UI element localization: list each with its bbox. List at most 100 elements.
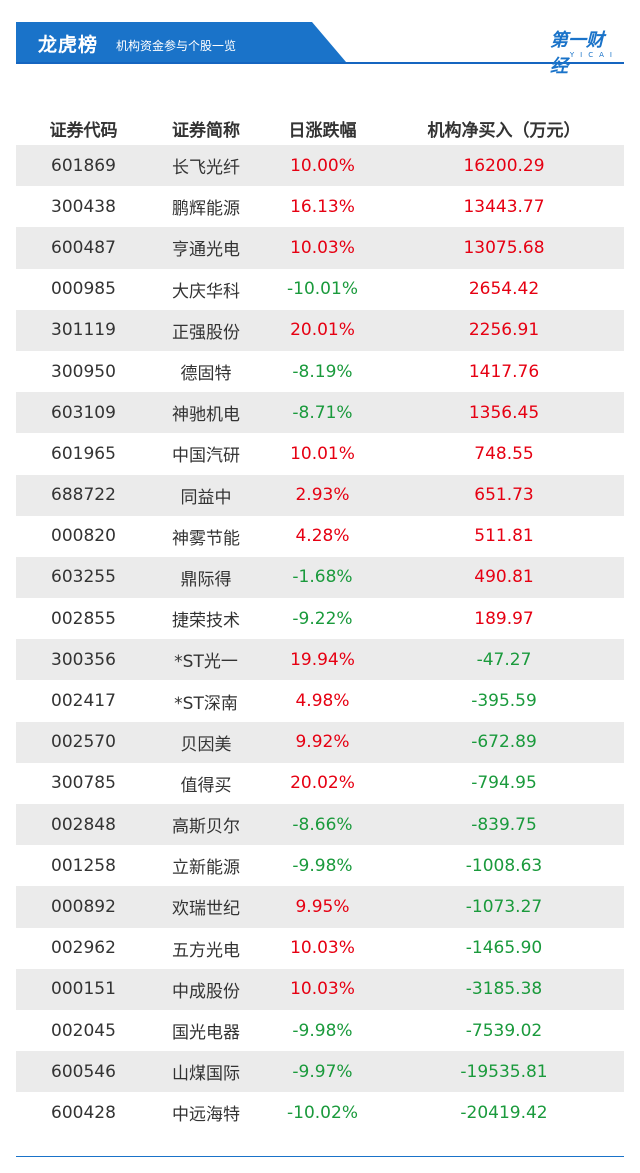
cell-change: 9.95% <box>295 896 350 917</box>
cell-change: -10.02% <box>287 1102 358 1123</box>
cell-change: 10.03% <box>290 979 355 1000</box>
cell-name: 捷荣技术 <box>172 611 240 632</box>
cell-code: 300950 <box>51 361 116 382</box>
cell-code: 601965 <box>51 443 116 464</box>
table-row: 601965 中国汽研 10.01% 748.55 <box>16 433 624 475</box>
cell-name: 中国汽研 <box>172 446 240 467</box>
cell-name: 神雾节能 <box>172 528 240 549</box>
cell-change: 4.98% <box>295 691 350 712</box>
table-body: 601869 长飞光纤 10.00% 16200.29 300438 鹏辉能源 16.13%… <box>16 145 624 1134</box>
cell-name: 贝因美 <box>180 734 232 755</box>
cell-change: -1.68% <box>292 567 353 588</box>
table-row: 002962 五方光电 10.03% -1465.90 <box>16 927 624 969</box>
cell-change: -9.22% <box>292 608 353 629</box>
cell-name: 鹏辉能源 <box>172 199 240 220</box>
table-row: 603109 神驰机电 -8.71% 1356.45 <box>16 392 624 434</box>
table-row: 002570 贝因美 9.92% -672.89 <box>16 721 624 763</box>
cell-name: 五方光电 <box>172 940 240 961</box>
cell-net-buy: 651.73 <box>474 485 534 506</box>
cell-code: 000820 <box>51 526 116 547</box>
cell-code: 603109 <box>51 402 116 423</box>
cell-net-buy: -20419.42 <box>460 1102 548 1123</box>
cell-code: 300438 <box>51 196 116 217</box>
cell-name: 长飞光纤 <box>172 158 240 179</box>
header-bar: 龙虎榜 机构资金参与个股一览 第一财经 YICAI <box>16 22 624 77</box>
table-row: 300356 *ST光一 19.94% -47.27 <box>16 639 624 681</box>
logo-subtext: YICAI <box>569 51 618 59</box>
cell-change: 2.93% <box>295 485 350 506</box>
cell-code: 002570 <box>51 732 116 753</box>
cell-code: 603255 <box>51 567 116 588</box>
cell-change: -8.19% <box>292 361 353 382</box>
stock-table: 证券代码 证券简称 日涨跌幅 机构净买入（万元） 601869 长飞光纤 10.00… <box>16 111 624 1134</box>
cell-change: 10.03% <box>290 237 355 258</box>
table-header-row: 证券代码 证券简称 日涨跌幅 机构净买入（万元） <box>16 111 624 145</box>
cell-name: 山煤国际 <box>172 1064 240 1085</box>
cell-code: 002962 <box>51 938 116 959</box>
cell-code: 000892 <box>51 896 116 917</box>
cell-net-buy: -794.95 <box>471 773 537 794</box>
page-subtitle: 机构资金参与个股一览 <box>116 39 237 53</box>
cell-code: 600428 <box>51 1102 116 1123</box>
logo-text: 第一财经 <box>550 30 604 77</box>
footer-divider <box>16 1156 624 1157</box>
cell-name: 中成股份 <box>172 981 240 1002</box>
cell-code: 000985 <box>51 279 116 300</box>
column-header-net-buy: 机构净买入（万元） <box>427 120 581 141</box>
cell-code: 300356 <box>51 649 116 670</box>
cell-change: 20.02% <box>290 773 355 794</box>
table-row: 002417 *ST深南 4.98% -395.59 <box>16 680 624 722</box>
cell-name: 神驰机电 <box>172 405 240 426</box>
cell-change: 10.03% <box>290 938 355 959</box>
cell-net-buy: 1417.76 <box>468 361 540 382</box>
cell-name: 高斯贝尔 <box>172 817 240 838</box>
cell-net-buy: -19535.81 <box>460 1061 548 1082</box>
cell-net-buy: -7539.02 <box>465 1020 543 1041</box>
cell-code: 002417 <box>51 691 116 712</box>
table-row: 600428 中远海特 -10.02% -20419.42 <box>16 1092 624 1134</box>
cell-net-buy: 511.81 <box>474 526 534 547</box>
cell-net-buy: 2654.42 <box>468 279 540 300</box>
cell-code: 300785 <box>51 773 116 794</box>
cell-net-buy: 490.81 <box>474 567 534 588</box>
table-row: 002045 国光电器 -9.98% -7539.02 <box>16 1009 624 1052</box>
cell-name: *ST深南 <box>174 693 238 714</box>
cell-net-buy: -47.27 <box>476 649 532 670</box>
cell-code: 002855 <box>51 608 116 629</box>
page-title: 龙虎榜 <box>38 34 99 56</box>
cell-name: 正强股份 <box>172 322 240 343</box>
column-header-name: 证券简称 <box>172 120 240 141</box>
cell-change: -10.01% <box>287 279 358 300</box>
cell-net-buy: -839.75 <box>471 814 537 835</box>
table-row: 000892 欢瑞世纪 9.95% -1073.27 <box>16 886 624 928</box>
cell-change: 16.13% <box>290 196 355 217</box>
table-row: 688722 同益中 2.93% 651.73 <box>16 474 624 516</box>
cell-net-buy: 748.55 <box>474 443 534 464</box>
table-row: 600546 山煤国际 -9.97% -19535.81 <box>16 1051 624 1093</box>
cell-name: 立新能源 <box>172 858 240 879</box>
cell-change: -8.71% <box>292 402 353 423</box>
cell-net-buy: 13443.77 <box>463 196 545 217</box>
cell-change: 20.01% <box>290 320 355 341</box>
cell-net-buy: 16200.29 <box>463 155 545 176</box>
cell-change: 19.94% <box>290 649 355 670</box>
cell-change: 10.01% <box>290 443 355 464</box>
table-row: 000985 大庆华科 -10.01% 2654.42 <box>16 268 624 310</box>
cell-name: 亨通光电 <box>172 240 240 261</box>
cell-name: 德固特 <box>180 364 232 385</box>
cell-code: 601869 <box>51 155 116 176</box>
cell-change: -9.98% <box>292 855 353 876</box>
table-row: 300950 德固特 -8.19% 1417.76 <box>16 350 624 393</box>
cell-code: 301119 <box>51 320 116 341</box>
table-row: 002848 高斯贝尔 -8.66% -839.75 <box>16 804 624 846</box>
cell-net-buy: -3185.38 <box>465 979 543 1000</box>
cell-code: 600487 <box>51 237 116 258</box>
cell-name: 中远海特 <box>172 1105 240 1126</box>
cell-change: 10.00% <box>290 155 355 176</box>
cell-name: 同益中 <box>180 487 232 508</box>
table-row: 300438 鹏辉能源 16.13% 13443.77 <box>16 186 624 228</box>
cell-name: 国光电器 <box>172 1023 240 1044</box>
cell-code: 000151 <box>51 979 116 1000</box>
cell-code: 600546 <box>51 1061 116 1082</box>
cell-net-buy: -395.59 <box>471 691 537 712</box>
